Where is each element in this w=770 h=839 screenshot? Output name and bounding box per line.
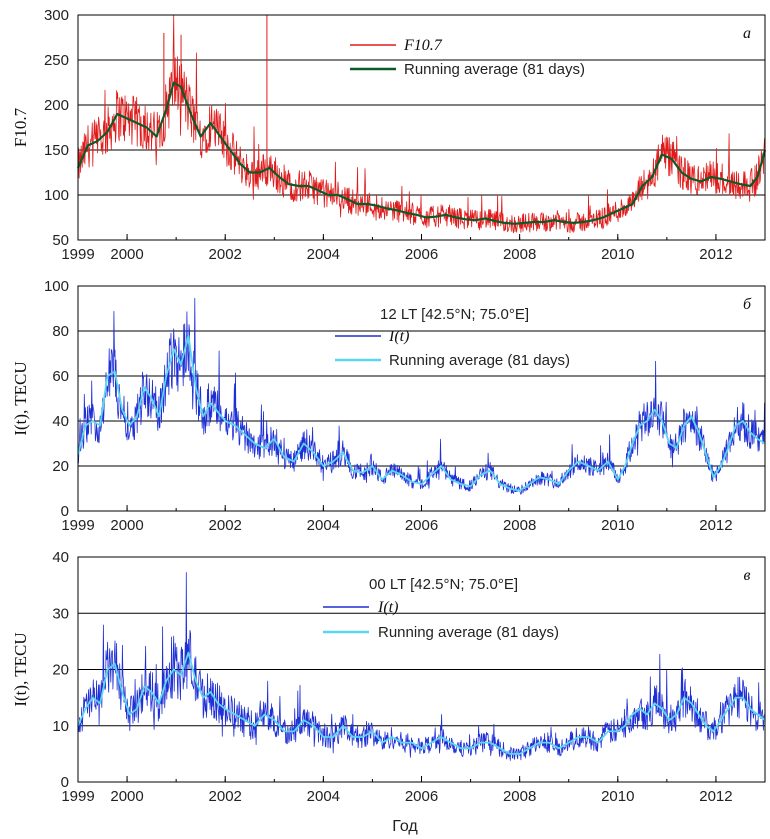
- y-tick-label: 30: [52, 605, 69, 622]
- y-axis-label: F10.7: [11, 107, 30, 147]
- x-tick-label: 2010: [601, 788, 634, 805]
- x-tick-label: 2000: [110, 788, 143, 805]
- x-tick-label: 2012: [699, 246, 732, 263]
- x-tick-label: 2010: [601, 246, 634, 263]
- y-tick-label: 20: [52, 662, 69, 679]
- x-tick-label: 2004: [307, 788, 340, 805]
- y-tick-label: 250: [44, 52, 69, 69]
- x-tick-label: 2010: [601, 517, 634, 534]
- series-daily-line: [77, 14, 766, 234]
- y-tick-label: 40: [52, 413, 69, 430]
- x-tick-label: 2012: [699, 788, 732, 805]
- legend-label-average: Running average (81 days): [378, 624, 559, 641]
- x-tick-label: 1999: [61, 517, 94, 534]
- series-daily-line: [77, 297, 766, 495]
- x-tick-label: 2002: [209, 517, 242, 534]
- legend-label-daily: I(t): [388, 328, 409, 345]
- x-axis-label: Год: [392, 818, 418, 835]
- y-tick-label: 100: [44, 278, 69, 295]
- y-tick-label: 40: [52, 549, 69, 566]
- x-tick-label: 2008: [503, 788, 536, 805]
- legend-label-daily: F10.7: [403, 37, 443, 54]
- x-tick-label: 1999: [61, 246, 94, 263]
- x-tick-label: 2006: [405, 788, 438, 805]
- panel-2: 1999 2000 2002 2004 2006 2008 2010 2012 0 20 40 60 8…: [11, 278, 766, 534]
- y-axis-label: I(t), TECU: [11, 632, 30, 706]
- panel-1: 1999 2000 2002 2004 2006 2008 2010 2012 50 100 150…: [11, 7, 767, 263]
- x-tick-label: 2006: [405, 246, 438, 263]
- x-tick-label: 2000: [110, 246, 143, 263]
- x-tick-label: 2006: [405, 517, 438, 534]
- x-tick-label: 2008: [503, 246, 536, 263]
- x-tick-label: 2008: [503, 517, 536, 534]
- y-tick-label: 50: [52, 232, 69, 249]
- legend-label-average: Running average (81 days): [389, 352, 570, 369]
- panel-3: 1999 2000 2002 2004 2006 2008 2010 2012 0 10 20 30 4…: [11, 549, 766, 805]
- y-tick-label: 20: [52, 458, 69, 475]
- legend-label-daily: I(t): [377, 599, 398, 616]
- legend-label-average: Running average (81 days): [404, 61, 585, 78]
- y-tick-label: 100: [44, 187, 69, 204]
- x-tick-label: 2004: [307, 246, 340, 263]
- x-tick-label: 2012: [699, 517, 732, 534]
- y-tick-label: 150: [44, 142, 69, 159]
- x-tick-label: 2002: [209, 788, 242, 805]
- panel-label: в: [744, 567, 751, 584]
- y-tick-label: 80: [52, 323, 69, 340]
- x-tick-label: 2002: [209, 246, 242, 263]
- y-axis-label: I(t), TECU: [11, 361, 30, 435]
- x-tick-label: 2000: [110, 517, 143, 534]
- series-running-average-line: [77, 651, 766, 755]
- series-running-average-line: [77, 334, 766, 492]
- x-tick-label: 2004: [307, 517, 340, 534]
- series-daily-line: [77, 572, 766, 761]
- series-running-average-line: [76, 81, 767, 225]
- x-tick-label: 1999: [61, 788, 94, 805]
- y-tick-label: 0: [61, 503, 69, 520]
- panel-label: а: [743, 25, 751, 42]
- y-tick-label: 0: [61, 774, 69, 791]
- panel-subtitle: 00 LT [42.5°N; 75.0°E]: [369, 576, 518, 593]
- panel-subtitle: 12 LT [42.5°N; 75.0°E]: [380, 306, 529, 323]
- y-tick-label: 200: [44, 97, 69, 114]
- y-tick-label: 300: [44, 7, 69, 24]
- y-tick-label: 10: [52, 718, 69, 735]
- panel-label: б: [743, 296, 752, 313]
- y-tick-label: 60: [52, 368, 69, 385]
